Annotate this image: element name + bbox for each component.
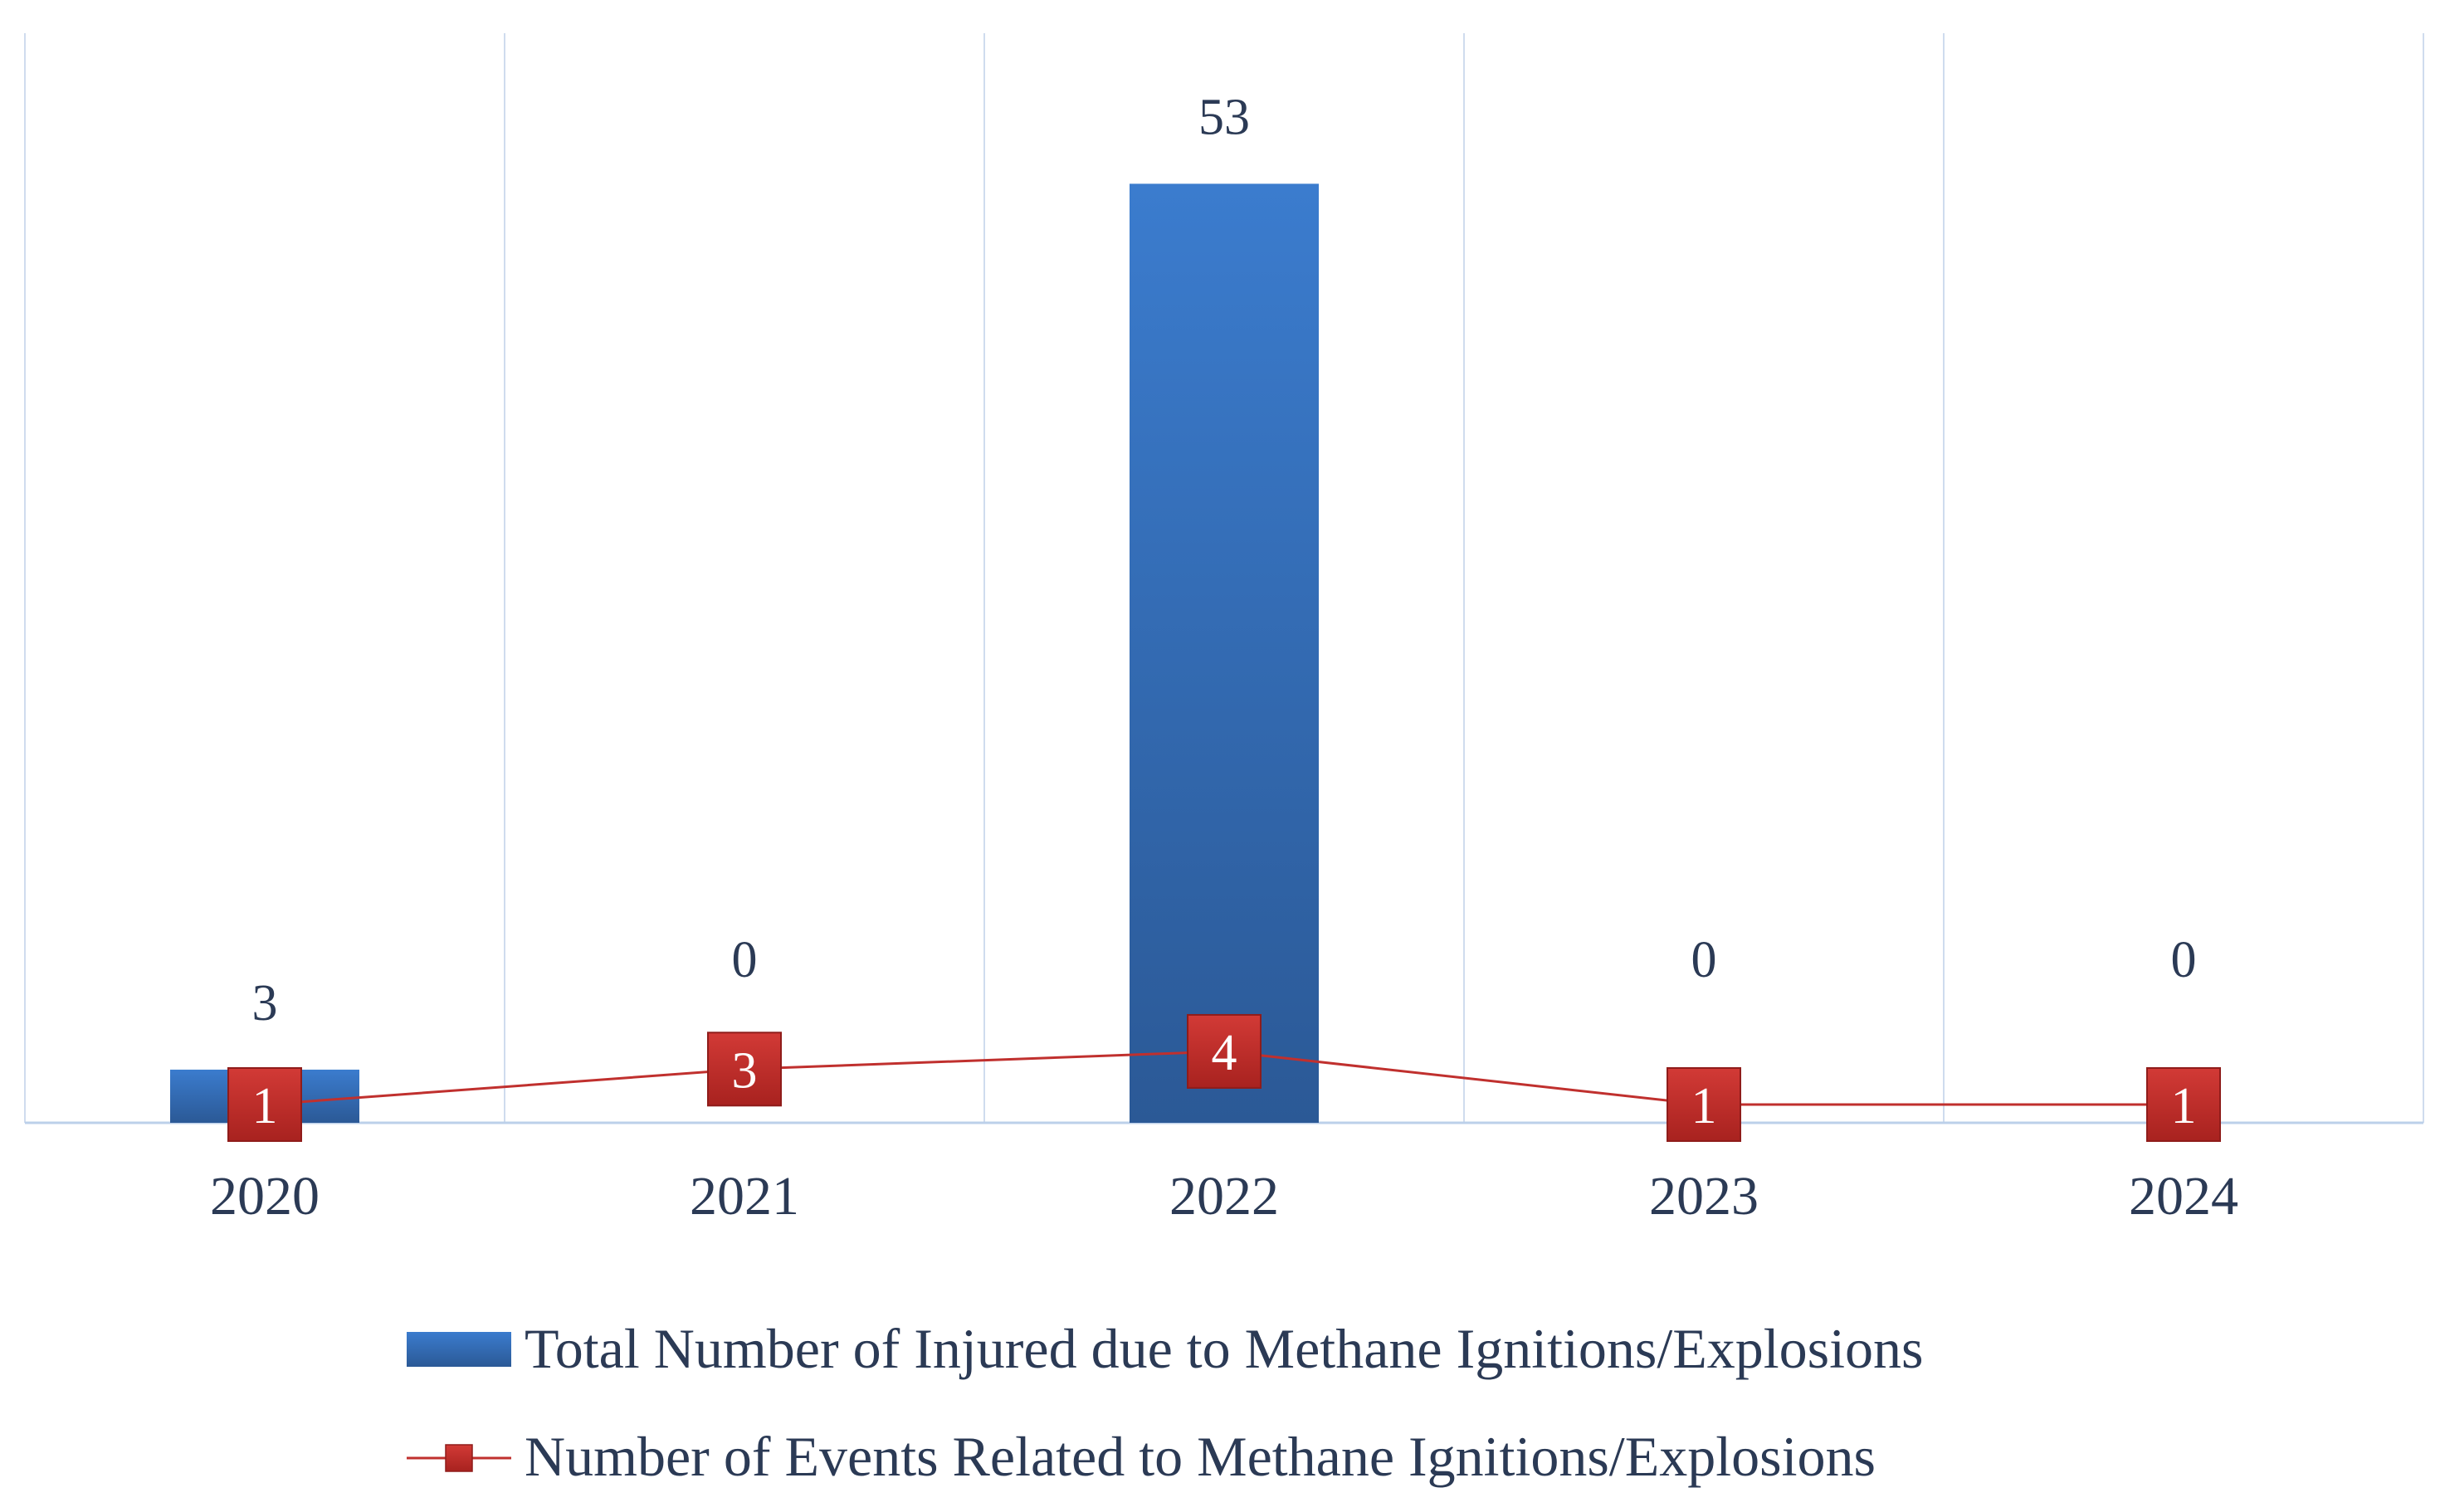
- x-tick-label: 2021: [690, 1166, 799, 1227]
- x-tick-label: 2024: [2129, 1166, 2238, 1227]
- line-marker: [1667, 1067, 1741, 1142]
- legend-line-marker: [445, 1444, 473, 1472]
- line-value-label: 1: [252, 1078, 278, 1134]
- line-marker: [1187, 1013, 1262, 1089]
- legend-bar-label: Total Number of Injured due to Methane I…: [525, 1317, 1924, 1380]
- line-marker: [227, 1067, 302, 1142]
- bar-value-label: 0: [2171, 932, 2197, 988]
- line-marker: [2146, 1067, 2221, 1142]
- bar-value-label: 0: [1691, 932, 1717, 988]
- bar: [1130, 183, 1319, 1124]
- line-value-label: 4: [1212, 1025, 1237, 1081]
- x-tick-label: 2023: [1649, 1166, 1759, 1227]
- bar-value-label: 0: [732, 932, 758, 988]
- x-tick-label: 2022: [1169, 1166, 1279, 1227]
- legend-line-label: Number of Events Related to Methane Igni…: [525, 1425, 1876, 1488]
- line-marker: [707, 1032, 782, 1107]
- line-value-label: 1: [2171, 1078, 2197, 1134]
- x-tick-label: 2020: [210, 1166, 320, 1227]
- bar-value-label: 3: [252, 975, 278, 1032]
- line-value-label: 1: [1691, 1078, 1717, 1134]
- bar-value-label: 53: [1198, 89, 1250, 145]
- legend: Total Number of Injured due to Methane I…: [407, 1317, 1924, 1488]
- legend-bar-swatch: [407, 1332, 511, 1367]
- line-value-label: 3: [732, 1042, 758, 1099]
